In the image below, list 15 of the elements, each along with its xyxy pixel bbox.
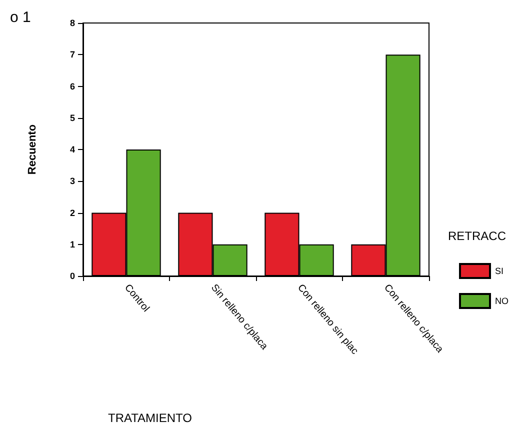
- legend-label: NO: [495, 296, 508, 306]
- y-tick-label: 7: [70, 50, 75, 60]
- legend-title: RETRACC: [448, 229, 506, 243]
- y-tick-label: 3: [70, 176, 75, 186]
- y-tick-label: 5: [70, 112, 75, 123]
- x-axis-title: TRATAMIENTO: [108, 411, 192, 425]
- y-tick-label: 2: [70, 208, 75, 218]
- y-tick-label: 8: [70, 18, 75, 28]
- y-tick-label: 0: [70, 271, 75, 281]
- y-tick-label: 4: [70, 144, 75, 154]
- text: o 1: [10, 9, 31, 26]
- y-tick-label: 6: [70, 81, 75, 92]
- legend-label: SI: [495, 266, 504, 276]
- y-axis-title: Recuento: [26, 124, 38, 175]
- y-tick-label: 1: [70, 239, 75, 250]
